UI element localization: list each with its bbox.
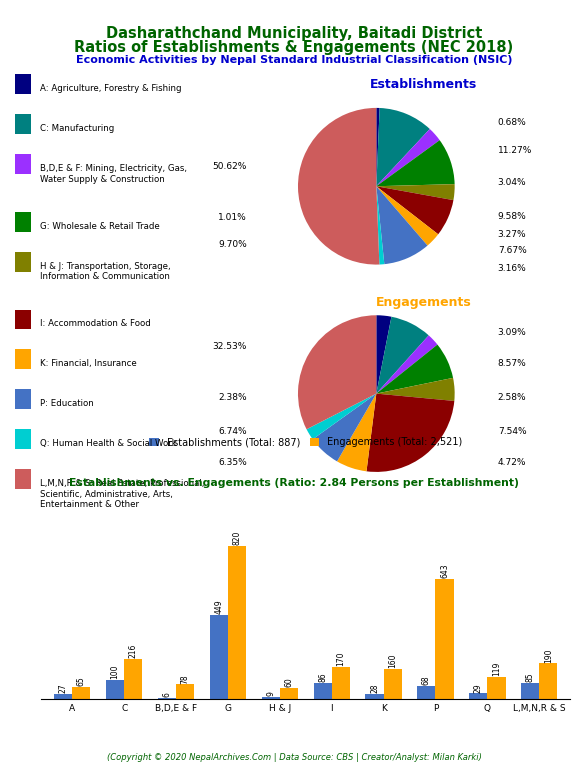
Text: 29: 29 <box>474 683 483 693</box>
Text: B,D,E & F: Mining, Electricity, Gas,
Water Supply & Construction: B,D,E & F: Mining, Electricity, Gas, Wat… <box>40 164 187 184</box>
Text: 86: 86 <box>318 673 327 682</box>
Text: 78: 78 <box>181 674 190 684</box>
Bar <box>487 677 506 699</box>
Text: 4.72%: 4.72% <box>497 458 526 467</box>
Text: 25.51%: 25.51% <box>367 503 402 511</box>
Wedge shape <box>376 187 385 264</box>
Wedge shape <box>337 394 376 472</box>
Text: 85: 85 <box>526 673 534 682</box>
Text: G: Wholesale & Retail Trade: G: Wholesale & Retail Trade <box>40 222 160 231</box>
Text: 9.58%: 9.58% <box>497 211 526 220</box>
Text: 449: 449 <box>215 600 223 614</box>
Wedge shape <box>376 316 392 394</box>
Text: 27: 27 <box>59 684 68 693</box>
Text: L,M,N,R & S: Real Estate, Professional,
Scientific, Administrative, Arts,
Entert: L,M,N,R & S: Real Estate, Professional, … <box>40 479 205 509</box>
Bar <box>176 684 194 699</box>
Bar <box>262 697 280 699</box>
Bar <box>280 687 298 699</box>
Text: 160: 160 <box>388 654 397 668</box>
Text: 6: 6 <box>162 692 172 697</box>
Wedge shape <box>306 394 376 439</box>
Wedge shape <box>313 394 376 462</box>
Text: 3.09%: 3.09% <box>497 328 526 337</box>
Text: 7.67%: 7.67% <box>497 246 526 255</box>
Text: 119: 119 <box>492 661 501 676</box>
Bar <box>106 680 124 699</box>
Bar <box>158 698 176 699</box>
Wedge shape <box>376 345 453 394</box>
Text: 0.68%: 0.68% <box>497 118 526 127</box>
Text: A: Agriculture, Forestry & Fishing: A: Agriculture, Forestry & Fishing <box>40 84 182 94</box>
Text: Dasharathchand Municipality, Baitadi District: Dasharathchand Municipality, Baitadi Dis… <box>106 26 482 41</box>
Bar <box>228 546 246 699</box>
Wedge shape <box>376 108 430 187</box>
Text: 9.70%: 9.70% <box>218 240 247 250</box>
Text: H & J: Transportation, Storage,
Information & Communication: H & J: Transportation, Storage, Informat… <box>40 262 171 281</box>
Wedge shape <box>376 336 437 394</box>
Text: 9: 9 <box>266 691 275 697</box>
Bar <box>332 667 350 699</box>
Bar <box>54 694 72 699</box>
Text: Engagements: Engagements <box>376 296 471 309</box>
Text: 1.01%: 1.01% <box>218 213 247 222</box>
Text: Economic Activities by Nepal Standard Industrial Classification (NSIC): Economic Activities by Nepal Standard In… <box>76 55 512 65</box>
Text: (Copyright © 2020 NepalArchives.Com | Data Source: CBS | Creator/Analyst: Milan : (Copyright © 2020 NepalArchives.Com | Da… <box>106 753 482 762</box>
Text: 190: 190 <box>544 648 553 663</box>
Wedge shape <box>376 187 453 234</box>
Text: 3.16%: 3.16% <box>497 264 526 273</box>
Text: 2.58%: 2.58% <box>497 393 526 402</box>
Bar <box>539 664 557 699</box>
Text: K: Financial, Insurance: K: Financial, Insurance <box>40 359 137 369</box>
Text: 643: 643 <box>440 564 449 578</box>
Text: 32.53%: 32.53% <box>213 342 247 351</box>
Text: C: Manufacturing: C: Manufacturing <box>40 124 114 134</box>
Text: 2.38%: 2.38% <box>218 393 247 402</box>
Wedge shape <box>376 378 455 401</box>
Bar <box>210 615 228 699</box>
Text: 50.62%: 50.62% <box>213 162 247 171</box>
Bar <box>383 669 402 699</box>
Wedge shape <box>376 140 455 187</box>
Legend: Establishments (Total: 887), Engagements (Total: 2,521): Establishments (Total: 887), Engagements… <box>145 433 466 452</box>
Text: 60: 60 <box>285 677 293 687</box>
Text: 11.27%: 11.27% <box>497 147 532 155</box>
Text: 6.35%: 6.35% <box>218 458 247 467</box>
Bar <box>124 659 142 699</box>
Wedge shape <box>376 187 427 264</box>
Text: 65: 65 <box>77 677 86 686</box>
Wedge shape <box>298 315 376 429</box>
Bar <box>469 694 487 699</box>
Text: 3.27%: 3.27% <box>497 230 526 240</box>
Text: 170: 170 <box>336 652 345 667</box>
Bar <box>313 683 332 699</box>
Text: I: Accommodation & Food: I: Accommodation & Food <box>40 319 151 329</box>
Wedge shape <box>366 394 455 472</box>
Text: 7.54%: 7.54% <box>497 427 526 435</box>
Bar <box>72 687 91 699</box>
Text: Q: Human Health & Social Work: Q: Human Health & Social Work <box>40 439 177 449</box>
Wedge shape <box>376 187 438 246</box>
Text: 28: 28 <box>370 684 379 693</box>
Wedge shape <box>376 129 440 187</box>
Text: 100: 100 <box>111 665 119 680</box>
Wedge shape <box>298 108 379 264</box>
Text: 3.04%: 3.04% <box>497 178 526 187</box>
Text: 8.57%: 8.57% <box>497 359 526 369</box>
Wedge shape <box>376 184 455 200</box>
Text: 820: 820 <box>232 531 242 545</box>
Text: Establishments: Establishments <box>370 78 477 91</box>
Bar <box>436 579 453 699</box>
Text: P: Education: P: Education <box>40 399 93 409</box>
Bar <box>365 694 383 699</box>
Bar <box>417 686 436 699</box>
Bar <box>521 683 539 699</box>
Text: Ratios of Establishments & Engagements (NEC 2018): Ratios of Establishments & Engagements (… <box>74 40 514 55</box>
Text: Establishments vs. Engagements (Ratio: 2.84 Persons per Establishment): Establishments vs. Engagements (Ratio: 2… <box>69 478 519 488</box>
Text: 216: 216 <box>129 644 138 658</box>
Text: 6.74%: 6.74% <box>218 427 247 435</box>
Wedge shape <box>376 108 380 187</box>
Wedge shape <box>376 316 429 394</box>
Text: 68: 68 <box>422 676 431 686</box>
